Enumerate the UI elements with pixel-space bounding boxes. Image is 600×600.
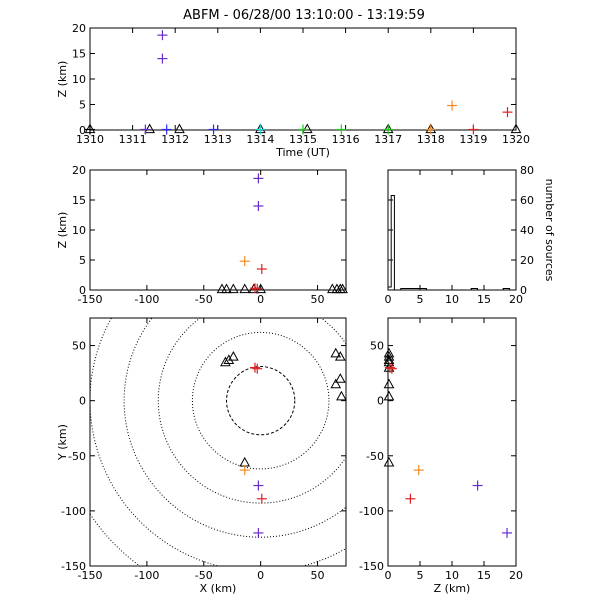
y-tick-label: 15 <box>72 48 86 61</box>
y-tick-label: 0 <box>79 284 86 297</box>
x-axis-label: Z (km) <box>434 582 471 595</box>
x-tick-label: 0 <box>257 293 264 306</box>
station-marker <box>144 123 155 134</box>
x-tick-label: 1313 <box>204 133 232 146</box>
y-tick-label: 50 <box>370 340 384 353</box>
x-tick-label: 1312 <box>161 133 189 146</box>
station-marker <box>337 283 348 294</box>
y-tick-label: 0 <box>520 284 527 297</box>
y-tick-label: 10 <box>72 224 86 237</box>
y-tick-label: 20 <box>72 22 86 35</box>
y-tick-label: -50 <box>366 450 384 463</box>
figure-title: ABFM - 06/28/00 13:10:00 - 13:19:59 <box>183 8 425 23</box>
station-marker <box>330 378 342 389</box>
x-tick-label: 20 <box>509 569 523 582</box>
y-tick-label: 0 <box>79 395 86 408</box>
x-tick-label: 1315 <box>289 133 317 146</box>
x-tick-label: 10 <box>445 569 459 582</box>
x-axis-label: X (km) <box>200 582 237 595</box>
x-tick-label: 1318 <box>417 133 445 146</box>
x-tick-label: -150 <box>78 569 103 582</box>
station-marker <box>383 351 395 361</box>
station-marker <box>383 378 395 389</box>
range-ring <box>191 331 330 470</box>
x-tick-label: 15 <box>477 293 491 306</box>
y-tick-label: -100 <box>359 505 384 518</box>
y-tick-label: -150 <box>61 560 86 573</box>
y-axis-label: Z (km) <box>56 61 69 98</box>
y-axis-label: Y (km) <box>56 424 69 461</box>
x-tick-label: 1316 <box>332 133 360 146</box>
x-tick-label: 1310 <box>76 133 104 146</box>
station-marker <box>336 390 347 401</box>
station-marker <box>228 283 239 294</box>
range-ring <box>226 366 296 436</box>
x-tick-label: 50 <box>311 569 325 582</box>
station-marker <box>330 347 342 358</box>
y-tick-label: 5 <box>79 254 86 267</box>
range-ring <box>157 318 346 504</box>
y-axis-label: number of sources <box>543 179 556 282</box>
z-y-panel: 0 5 10 15 20 -150 -100 -50 0 50 Z (km) <box>359 317 523 595</box>
station-marker <box>383 456 395 467</box>
x-tick-label: 1319 <box>459 133 487 146</box>
y-tick-label: 0 <box>377 395 384 408</box>
station-marker <box>221 283 232 294</box>
x-tick-label: 1311 <box>119 133 147 146</box>
x-axis-label: Time (UT) <box>275 146 330 159</box>
x-tick-label: 5 <box>417 569 424 582</box>
x-tick-label: 0 <box>385 293 392 306</box>
station-marker <box>220 356 231 367</box>
x-tick-label: -150 <box>78 293 103 306</box>
x-tick-label: 0 <box>257 569 264 582</box>
histogram-step-line <box>387 195 516 291</box>
y-tick-label: 10 <box>72 73 86 86</box>
station-marker <box>228 351 239 361</box>
station-marker <box>334 373 346 383</box>
y-tick-label: 20 <box>72 164 86 177</box>
y-tick-label: -50 <box>68 450 86 463</box>
y-tick-label: 5 <box>79 99 86 112</box>
y-tick-label: -100 <box>61 505 86 518</box>
x-tick-label: 15 <box>477 569 491 582</box>
x-tick-label: 10 <box>445 293 459 306</box>
y-tick-label: 50 <box>72 340 86 353</box>
station-marker <box>301 123 313 134</box>
plan-view-panel: -150 -100 -50 0 50 -150 -100 -50 0 50 X (km) Y (km) <box>56 317 347 595</box>
station-marker <box>334 351 346 361</box>
station-marker <box>239 283 251 294</box>
station-marker <box>383 390 395 401</box>
y-axis-label: Z (km) <box>56 212 69 249</box>
station-marker <box>383 356 395 367</box>
y-tick-label: 80 <box>520 164 534 177</box>
x-tick-label: 1317 <box>374 133 402 146</box>
x-tick-label: -100 <box>134 569 159 582</box>
x-tick-label: 20 <box>509 293 523 306</box>
x-tick-label: 1314 <box>246 133 274 146</box>
x-tick-label: 0 <box>385 569 392 582</box>
station-marker <box>223 354 235 364</box>
x-tick-label: -50 <box>195 293 213 306</box>
y-tick-label: 0 <box>79 124 86 137</box>
y-tick-label: -150 <box>359 560 384 573</box>
y-tick-label: 60 <box>520 194 534 207</box>
x-tick-label: 5 <box>417 293 424 306</box>
x-tick-label: 50 <box>311 293 325 306</box>
x-tick-label: -100 <box>134 293 159 306</box>
time-height-panel: 1310 1311 1312 1313 1314 1315 1316 1317 1318 1319… <box>56 22 530 159</box>
x-height-panel: -150 -100 -50 0 50 0 5 10 15 20 Z (km) <box>56 164 348 306</box>
y-tick-label: 15 <box>72 194 86 207</box>
y-tick-label: 20 <box>520 254 534 267</box>
x-tick-label: 1320 <box>502 133 530 146</box>
station-marker <box>510 123 522 134</box>
station-marker <box>174 123 185 134</box>
y-tick-label: 40 <box>520 224 534 237</box>
x-tick-label: -50 <box>195 569 213 582</box>
